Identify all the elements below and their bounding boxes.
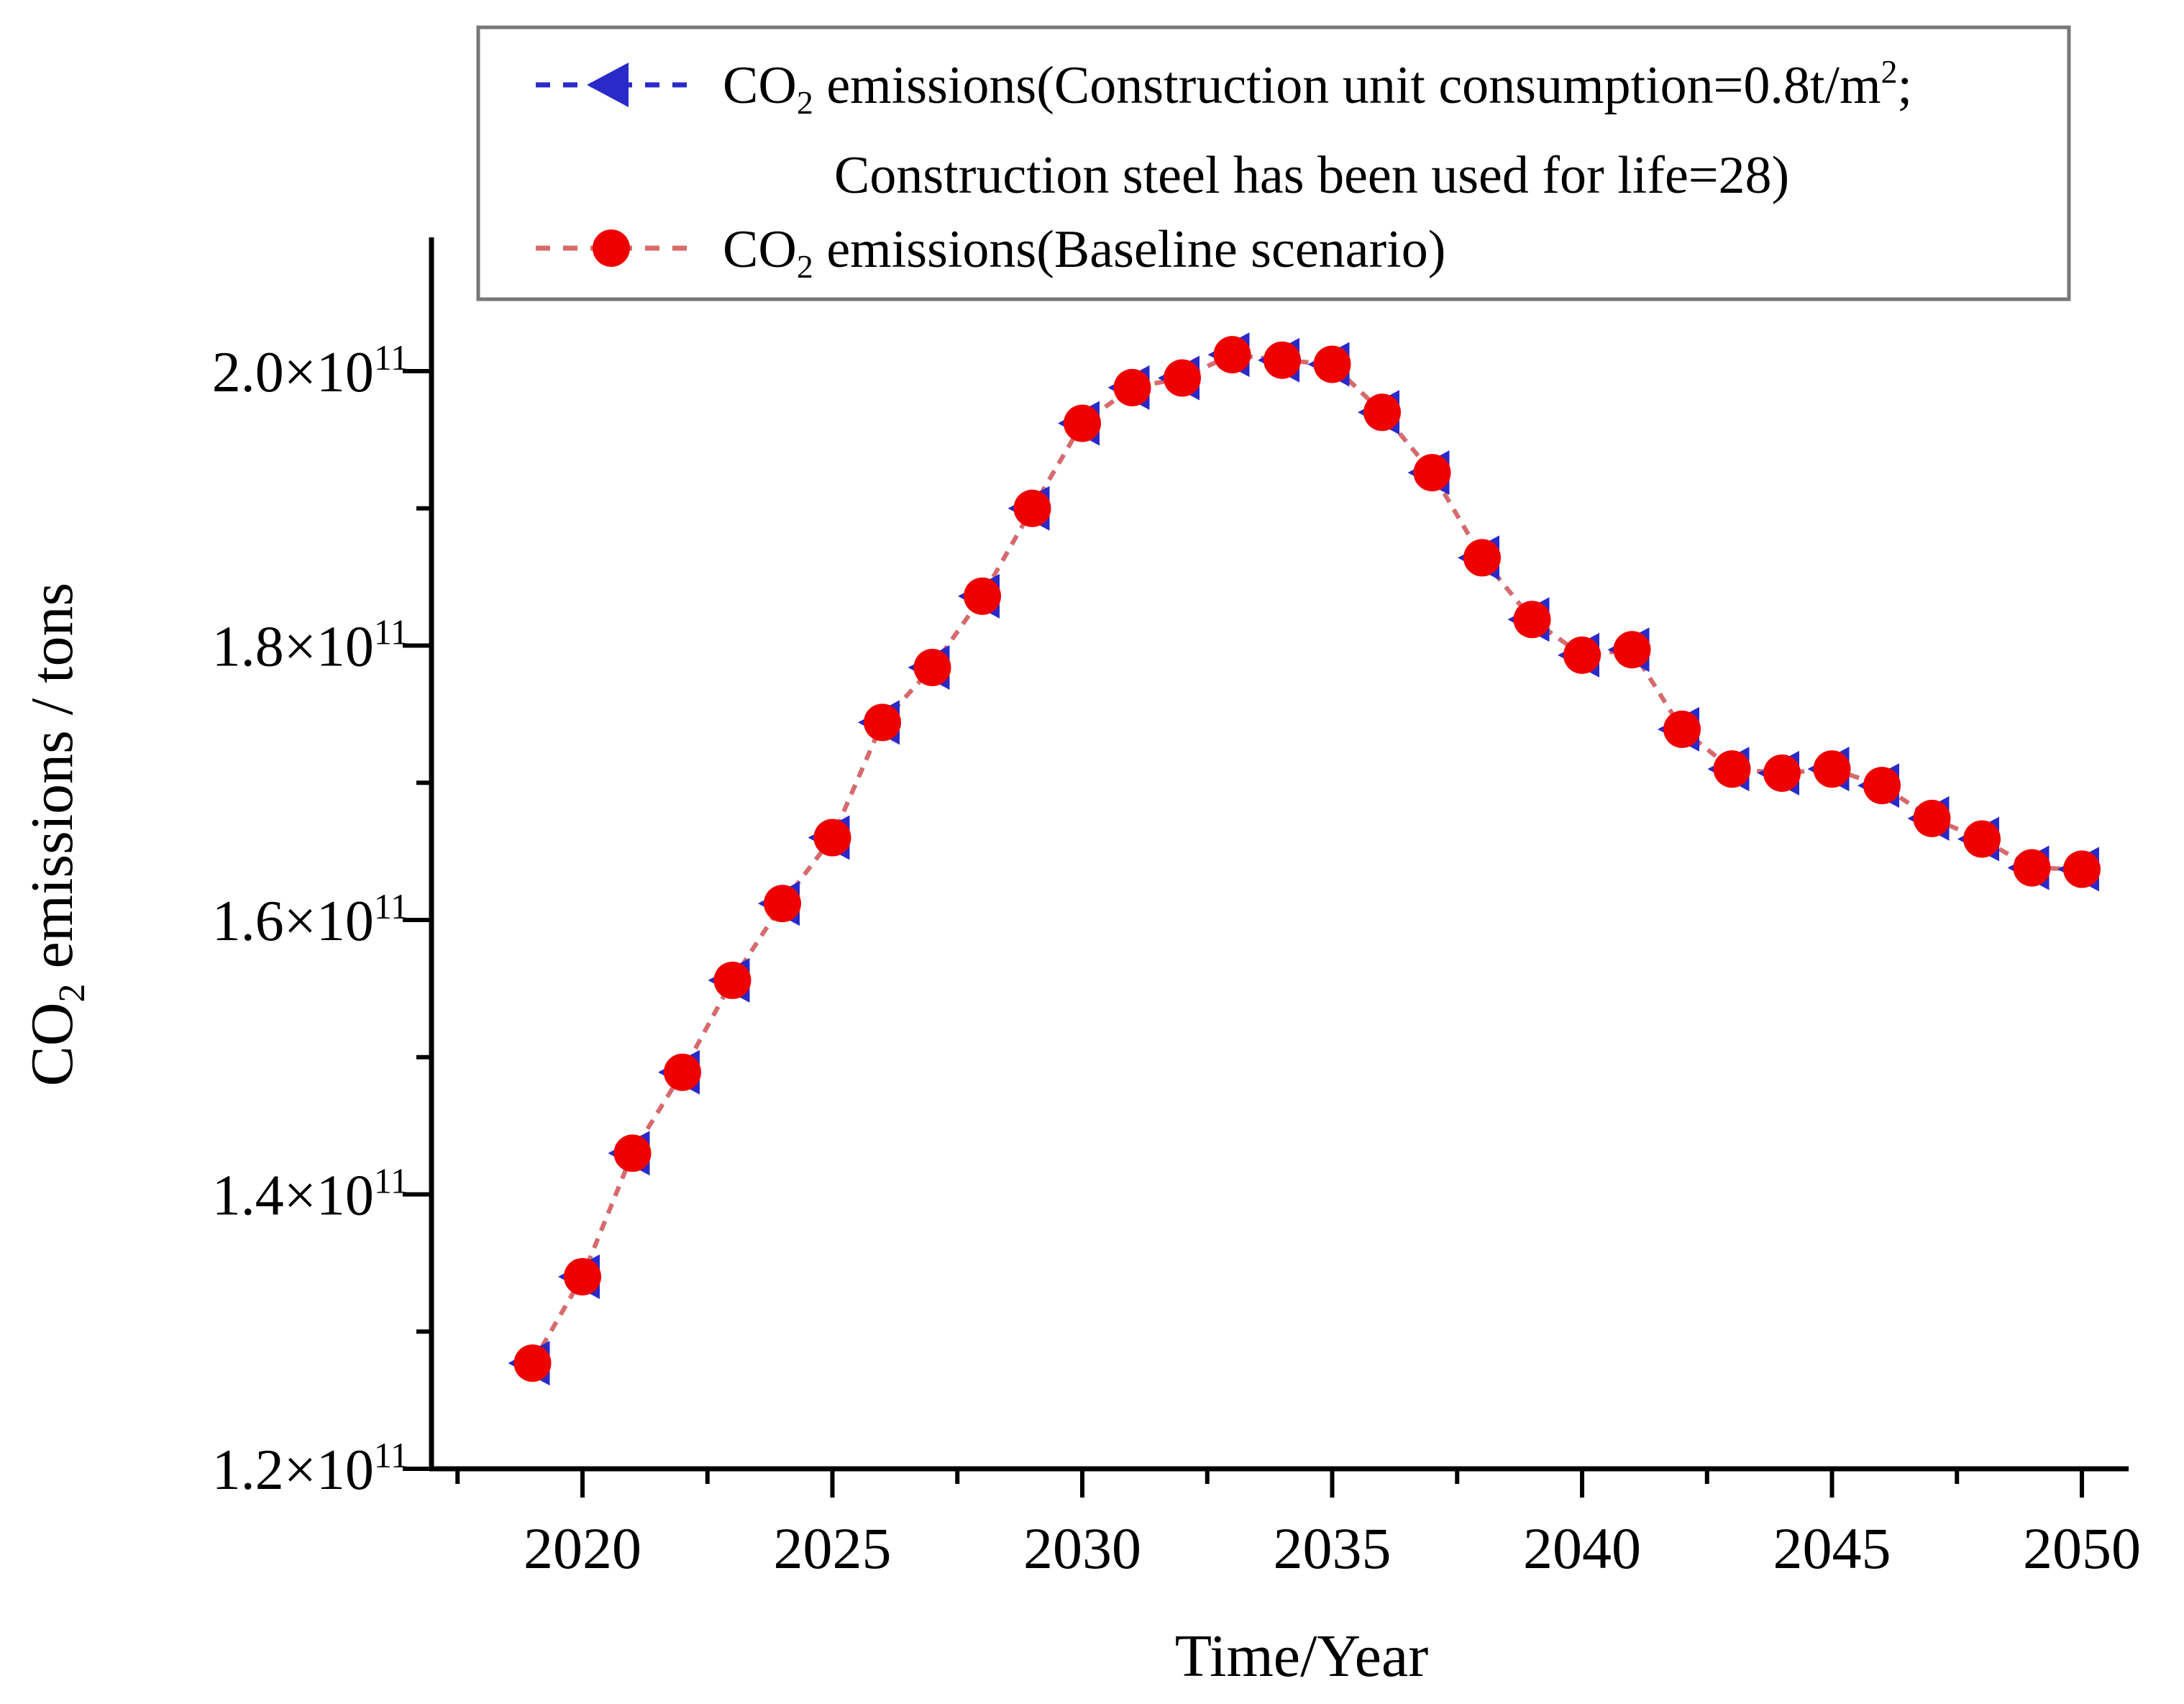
circle-marker bbox=[1363, 393, 1401, 432]
circle-marker bbox=[1164, 359, 1201, 397]
axis-labels: Time/Year CO2 emissions / tons bbox=[19, 583, 1428, 1690]
x-tick-label: 2050 bbox=[2023, 1516, 2141, 1581]
circle-marker bbox=[864, 703, 901, 742]
circle-marker bbox=[1613, 631, 1651, 669]
circle-marker bbox=[1713, 750, 1751, 788]
circle-marker bbox=[1264, 341, 1301, 379]
circle-marker bbox=[2013, 849, 2051, 887]
circle-marker bbox=[1913, 799, 1951, 837]
circle-marker bbox=[1513, 601, 1551, 639]
y-tick-label: 1.2×1011 bbox=[212, 1435, 408, 1502]
circle-marker bbox=[764, 885, 801, 923]
circle-marker bbox=[913, 649, 951, 687]
legend-entry-label: CO2 emissions(Construction unit consumpt… bbox=[723, 53, 1912, 121]
circle-marker bbox=[713, 961, 751, 999]
circle-marker bbox=[1813, 750, 1851, 788]
y-tick-label: 1.8×1011 bbox=[212, 612, 408, 679]
x-tick-label: 2020 bbox=[524, 1516, 641, 1581]
circle-marker bbox=[1213, 336, 1251, 374]
x-tick-label: 2025 bbox=[774, 1516, 892, 1581]
x-tick-label: 2030 bbox=[1023, 1516, 1141, 1581]
circle-marker bbox=[593, 229, 630, 267]
axes: 2020 2025 2030 2035 2040 2045 2050 1.2×1011 1.4×… bbox=[212, 237, 2141, 1581]
x-tick-label: 2045 bbox=[1773, 1516, 1891, 1581]
x-tick-label: 2035 bbox=[1274, 1516, 1392, 1581]
circle-marker bbox=[1413, 454, 1451, 492]
triangle-left-marker bbox=[587, 63, 629, 107]
circle-marker bbox=[1463, 539, 1501, 577]
circle-marker bbox=[1113, 368, 1151, 406]
y-tick-label: 1.4×1011 bbox=[212, 1161, 408, 1228]
circle-marker bbox=[1064, 404, 1101, 442]
y-tick-label: 1.6×1011 bbox=[212, 886, 408, 953]
circle-marker bbox=[1563, 636, 1601, 674]
series-line bbox=[530, 352, 2083, 1364]
circle-marker bbox=[1663, 710, 1701, 748]
circle-marker bbox=[1013, 489, 1051, 527]
circle-marker bbox=[964, 577, 1001, 615]
legend-entry-label: CO2 emissions(Baseline scenario) bbox=[723, 220, 1445, 285]
data-series bbox=[508, 332, 2101, 1386]
legend-entry-label-cont: Construction steel has been used for lif… bbox=[834, 146, 1789, 205]
circle-marker bbox=[1313, 345, 1351, 383]
circle-marker bbox=[1963, 820, 2001, 858]
y-tick-label: 2.0×1011 bbox=[212, 337, 408, 404]
x-tick-label: 2040 bbox=[1523, 1516, 1641, 1581]
circle-marker bbox=[664, 1053, 701, 1091]
legend: CO2 emissions(Construction unit consumpt… bbox=[476, 25, 2071, 301]
circle-marker bbox=[513, 1344, 552, 1382]
y-axis-title: CO2 emissions / tons bbox=[19, 583, 93, 1086]
circle-marker bbox=[2063, 850, 2101, 888]
circle-marker bbox=[813, 819, 851, 857]
legend-box bbox=[476, 25, 2071, 301]
circle-marker bbox=[1863, 767, 1901, 805]
x-axis-title: Time/Year bbox=[1175, 1623, 1428, 1690]
circle-marker bbox=[564, 1257, 601, 1295]
circle-marker bbox=[613, 1134, 652, 1172]
circle-marker bbox=[1763, 754, 1801, 792]
